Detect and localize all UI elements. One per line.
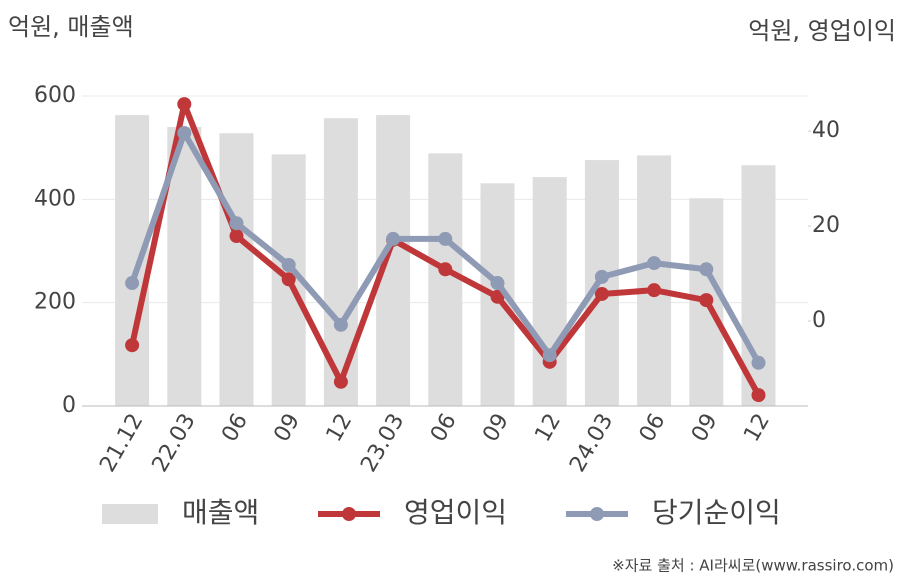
- marker: [125, 338, 140, 353]
- marker: [333, 374, 348, 389]
- x-tick-label: 06: [217, 410, 253, 447]
- y2-tick-label: 40: [812, 118, 840, 143]
- x-tick-label: 09: [478, 410, 514, 447]
- marker: [751, 355, 766, 370]
- marker: [647, 256, 662, 271]
- y2-axis-label: 억원, 영업이익: [748, 17, 896, 45]
- marker: [699, 293, 714, 308]
- marker: [229, 216, 244, 231]
- x-tick-label: 09: [687, 410, 723, 447]
- marker: [438, 262, 453, 277]
- x-tick-label: 23.03: [356, 410, 409, 477]
- marker: [177, 97, 192, 112]
- marker: [647, 283, 662, 298]
- x-tick-label: 12: [739, 410, 775, 447]
- x-tick-label: 24.03: [565, 410, 618, 477]
- marker: [229, 229, 244, 244]
- y-tick-label: 0: [62, 393, 76, 418]
- bar: [637, 155, 672, 406]
- marker: [490, 276, 505, 291]
- x-tick-label: 21.12: [95, 410, 148, 477]
- bar: [428, 153, 463, 406]
- legend-marker: [342, 507, 356, 521]
- x-tick-label: 12: [530, 410, 566, 447]
- marker: [699, 262, 714, 277]
- bar: [532, 177, 567, 406]
- legend-label: 당기순이익: [652, 496, 781, 529]
- x-tick-label: 12: [322, 410, 358, 447]
- y-axis-label: 억원, 매출액: [8, 13, 134, 41]
- marker: [594, 269, 609, 284]
- x-tick-label: 09: [269, 410, 305, 447]
- bar: [219, 133, 254, 406]
- x-tick-label: 22.03: [148, 410, 201, 477]
- y-tick-label: 200: [34, 290, 76, 315]
- y-tick-label: 400: [34, 186, 76, 211]
- marker: [125, 276, 140, 291]
- x-tick-label: 06: [426, 410, 462, 447]
- bar: [115, 115, 150, 406]
- legend-label: 영업이익: [404, 496, 507, 529]
- legend-swatch: [102, 504, 158, 524]
- marker: [490, 289, 505, 304]
- y2-tick-label: 20: [812, 213, 840, 238]
- legend-marker: [590, 507, 604, 521]
- marker: [438, 231, 453, 246]
- marker: [542, 348, 557, 363]
- marker: [177, 126, 192, 141]
- source: ※자료 출처 : AI라씨로(www.rassiro.com): [612, 557, 894, 575]
- x-tick-label: 06: [635, 410, 671, 447]
- legend-label: 매출액: [182, 496, 259, 529]
- marker: [751, 388, 766, 403]
- marker: [281, 258, 296, 273]
- marker: [333, 317, 348, 332]
- y-tick-label: 600: [34, 83, 76, 108]
- marker: [281, 272, 296, 287]
- y2-tick-label: 0: [812, 308, 826, 333]
- marker: [594, 286, 609, 301]
- marker: [386, 231, 401, 246]
